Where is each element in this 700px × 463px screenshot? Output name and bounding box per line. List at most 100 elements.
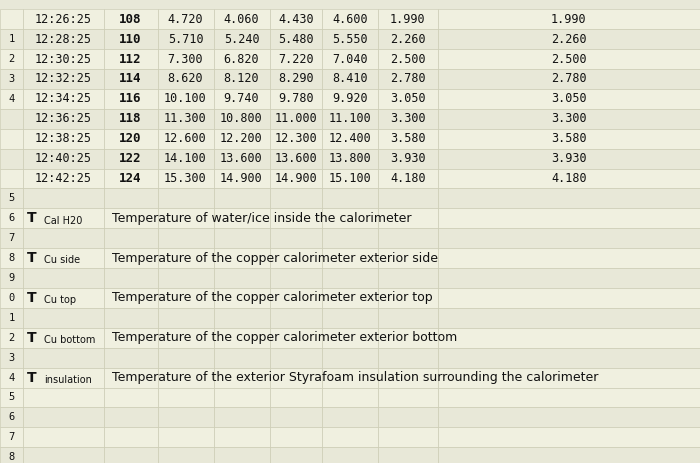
FancyBboxPatch shape [378,109,438,129]
FancyBboxPatch shape [214,228,270,248]
Text: 7: 7 [8,432,15,442]
FancyBboxPatch shape [214,129,270,149]
FancyBboxPatch shape [438,228,700,248]
FancyBboxPatch shape [438,427,700,447]
Text: 122: 122 [119,152,142,165]
FancyBboxPatch shape [270,407,322,427]
FancyBboxPatch shape [158,268,214,288]
FancyBboxPatch shape [0,427,23,447]
FancyBboxPatch shape [378,288,438,308]
FancyBboxPatch shape [214,348,270,368]
Text: Cu bottom: Cu bottom [44,335,95,345]
FancyBboxPatch shape [104,427,158,447]
FancyBboxPatch shape [438,208,700,228]
FancyBboxPatch shape [23,388,104,407]
FancyBboxPatch shape [104,248,158,268]
FancyBboxPatch shape [0,348,23,368]
Text: 12.400: 12.400 [328,132,372,145]
FancyBboxPatch shape [270,188,322,208]
FancyBboxPatch shape [23,9,104,29]
Text: 6: 6 [8,413,15,422]
FancyBboxPatch shape [23,368,104,388]
Text: 112: 112 [119,52,142,66]
FancyBboxPatch shape [378,388,438,407]
FancyBboxPatch shape [0,69,23,89]
FancyBboxPatch shape [214,248,270,268]
FancyBboxPatch shape [438,268,700,288]
FancyBboxPatch shape [378,248,438,268]
Text: 3.930: 3.930 [390,152,426,165]
FancyBboxPatch shape [158,447,214,463]
Text: Temperature of the copper calorimeter exterior bottom: Temperature of the copper calorimeter ex… [112,331,457,344]
Text: 5.710: 5.710 [168,32,203,46]
FancyBboxPatch shape [214,49,270,69]
FancyBboxPatch shape [322,188,378,208]
FancyBboxPatch shape [104,447,158,463]
FancyBboxPatch shape [270,447,322,463]
FancyBboxPatch shape [23,308,104,328]
FancyBboxPatch shape [270,149,322,169]
FancyBboxPatch shape [378,49,438,69]
FancyBboxPatch shape [0,228,23,248]
FancyBboxPatch shape [438,89,700,109]
FancyBboxPatch shape [214,407,270,427]
FancyBboxPatch shape [158,328,214,348]
FancyBboxPatch shape [322,288,378,308]
Text: 13.600: 13.600 [220,152,263,165]
FancyBboxPatch shape [158,188,214,208]
Text: 9.920: 9.920 [332,92,368,106]
FancyBboxPatch shape [104,308,158,328]
FancyBboxPatch shape [322,427,378,447]
FancyBboxPatch shape [158,248,214,268]
Text: 5: 5 [8,393,15,402]
Text: 11.000: 11.000 [274,112,317,125]
Text: 2.500: 2.500 [390,52,426,66]
FancyBboxPatch shape [0,248,23,268]
Text: 12.600: 12.600 [164,132,207,145]
Text: 9.740: 9.740 [224,92,259,106]
Text: 4.180: 4.180 [551,172,587,185]
FancyBboxPatch shape [0,288,23,308]
FancyBboxPatch shape [0,308,23,328]
Text: 4.720: 4.720 [168,13,203,26]
FancyBboxPatch shape [214,427,270,447]
FancyBboxPatch shape [378,89,438,109]
Text: 120: 120 [119,132,142,145]
FancyBboxPatch shape [23,447,104,463]
FancyBboxPatch shape [378,228,438,248]
Text: 118: 118 [119,112,142,125]
FancyBboxPatch shape [23,208,104,228]
Text: 10.800: 10.800 [220,112,263,125]
Text: 5.240: 5.240 [224,32,259,46]
FancyBboxPatch shape [270,129,322,149]
FancyBboxPatch shape [104,328,158,348]
FancyBboxPatch shape [378,208,438,228]
Text: 9: 9 [8,273,15,283]
Text: T: T [27,291,36,305]
FancyBboxPatch shape [378,268,438,288]
Text: 116: 116 [119,92,142,106]
FancyBboxPatch shape [214,368,270,388]
Text: T: T [27,251,36,265]
Text: 7.300: 7.300 [168,52,203,66]
FancyBboxPatch shape [378,129,438,149]
FancyBboxPatch shape [322,49,378,69]
FancyBboxPatch shape [104,29,158,49]
Text: 5.480: 5.480 [278,32,314,46]
FancyBboxPatch shape [438,169,700,188]
FancyBboxPatch shape [158,288,214,308]
FancyBboxPatch shape [378,9,438,29]
FancyBboxPatch shape [0,188,23,208]
FancyBboxPatch shape [322,29,378,49]
FancyBboxPatch shape [378,447,438,463]
FancyBboxPatch shape [23,228,104,248]
FancyBboxPatch shape [104,288,158,308]
FancyBboxPatch shape [270,427,322,447]
Text: 10.100: 10.100 [164,92,207,106]
Text: 15.100: 15.100 [328,172,372,185]
FancyBboxPatch shape [214,89,270,109]
Text: 2: 2 [8,333,15,343]
FancyBboxPatch shape [270,328,322,348]
Text: 2.780: 2.780 [551,72,587,86]
FancyBboxPatch shape [158,348,214,368]
